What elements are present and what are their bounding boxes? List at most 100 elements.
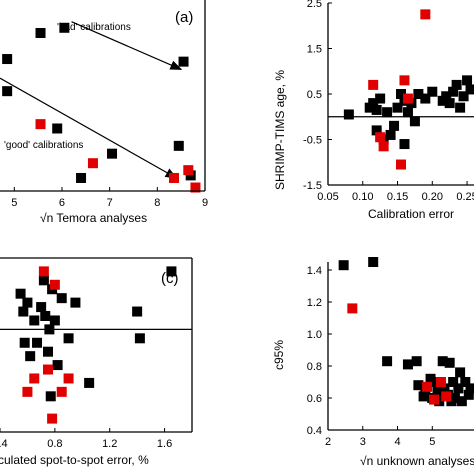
data-point (49, 279, 60, 290)
x-tick-label: 0.10 (352, 191, 373, 203)
x-tick-label: 0.20 (422, 191, 443, 203)
data-point (460, 377, 471, 387)
x-tick-label: 3 (360, 436, 366, 448)
data-point (413, 380, 424, 391)
x-tick-label: 0.15 (387, 191, 408, 203)
data-point (2, 54, 13, 65)
data-point (402, 359, 413, 370)
data-point (178, 56, 189, 67)
data-point (430, 377, 441, 387)
data-point (183, 165, 194, 176)
data-point (190, 182, 201, 193)
data-point (455, 102, 466, 113)
data-point (19, 337, 30, 348)
panel-b-x-axis-label: Calibration error (368, 207, 454, 221)
data-point (45, 391, 56, 402)
data-point (402, 107, 413, 118)
data-point (382, 107, 393, 118)
data-point (432, 386, 443, 397)
data-point (399, 75, 410, 86)
data-point (43, 346, 53, 357)
x-tick-label: 0.25 (456, 191, 474, 203)
data-point (134, 333, 145, 344)
data-point (444, 98, 455, 109)
data-point (70, 297, 81, 308)
x-tick-label: 0.05 (317, 191, 338, 203)
data-point (36, 302, 47, 313)
data-point (15, 288, 26, 299)
panel-b: 0.05 0.10 0.15 0.20 0.25 -1.5 -0.5 0.5 1.5 2.5 SH… (273, 0, 474, 221)
data-point (22, 297, 33, 308)
y-tick-label: 1.0 (307, 329, 322, 341)
data-point (382, 356, 393, 367)
data-point (338, 260, 349, 271)
data-point (392, 102, 403, 113)
trend-line-good (0, 77, 178, 179)
data-point (420, 93, 431, 104)
data-point (173, 140, 184, 151)
data-point (435, 377, 446, 387)
x-tick-label: 0.4 (0, 438, 8, 450)
panel-d-marks (338, 257, 474, 407)
x-tick-label: 0.8 (47, 438, 62, 450)
data-point (35, 119, 46, 130)
annotation-bad-calibrations: 'bad' calibrations (57, 22, 131, 33)
data-point (427, 86, 438, 97)
x-tick-label: 5 (11, 197, 17, 209)
data-point (63, 373, 74, 384)
data-point (2, 86, 13, 97)
data-point (462, 75, 473, 86)
data-point (422, 381, 433, 392)
panel-d-ticks: 2 3 4 5 0.4 0.6 0.8 1.0 1.2 1.4 (307, 265, 436, 448)
data-point (437, 356, 448, 367)
trend-line-bad (71, 21, 183, 71)
panel-a-x-axis-label: √n Temora analyses (40, 211, 147, 225)
data-point (18, 306, 29, 317)
data-point (56, 293, 67, 304)
data-point (40, 311, 51, 321)
y-tick-label: -0.5 (303, 135, 322, 147)
data-point (411, 356, 422, 367)
data-point (76, 172, 87, 183)
x-tick-label: 9 (202, 197, 208, 209)
data-point (185, 170, 196, 181)
panel-d-y-axis-label: c95% (272, 340, 286, 370)
data-point (107, 148, 118, 159)
data-point (22, 386, 33, 397)
x-tick-label: 4 (394, 436, 400, 448)
data-point (63, 333, 74, 344)
panel-c-label: (c) (161, 270, 179, 287)
data-point (371, 104, 382, 115)
data-point (409, 116, 420, 127)
data-point (399, 139, 410, 150)
y-tick-label: 1.5 (307, 44, 322, 56)
x-tick-label: 8 (154, 197, 160, 209)
data-point (449, 393, 460, 403)
data-point (444, 357, 455, 368)
data-point (35, 27, 46, 38)
data-point (429, 394, 440, 405)
data-point (402, 93, 413, 104)
data-point (375, 93, 386, 104)
data-point (396, 89, 406, 99)
data-point (441, 391, 452, 402)
data-point (453, 383, 464, 394)
data-point (448, 86, 459, 97)
data-point (47, 413, 58, 424)
data-point (458, 91, 469, 102)
data-point (425, 373, 436, 384)
panel-a: 5 6 7 8 9 (a) 'bad' calibrations 'good' cali… (0, 0, 208, 225)
data-point (32, 337, 43, 348)
y-tick-label: -1.5 (303, 180, 322, 192)
x-tick-label: 7 (107, 197, 113, 209)
data-point (169, 172, 180, 183)
x-tick-label: 6 (59, 197, 65, 209)
y-tick-label: 1.4 (307, 265, 322, 277)
panel-a-ticks: 5 6 7 8 9 (11, 187, 208, 209)
panel-b-y-axis-label: SHRIMP-TIMS age, % (273, 70, 287, 190)
data-point (434, 396, 445, 407)
y-tick-label: 2.5 (307, 0, 322, 10)
panel-b-ticks: 0.05 0.10 0.15 0.20 0.25 -1.5 -0.5 0.5 1.5 2.5 (303, 0, 474, 203)
data-point (347, 303, 358, 314)
